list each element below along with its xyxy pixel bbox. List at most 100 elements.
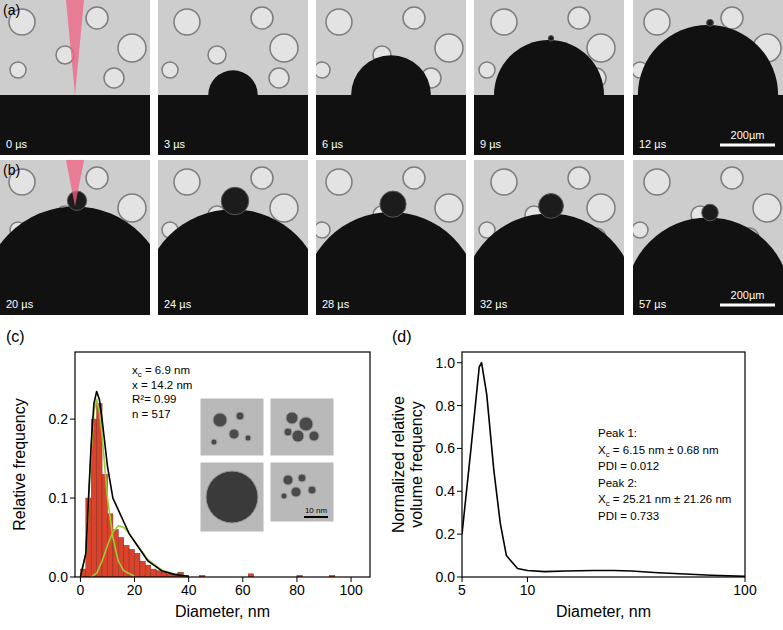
gas-bubble bbox=[587, 194, 615, 222]
y-axis-label: volume frequency bbox=[408, 401, 425, 527]
y-tick bbox=[70, 577, 75, 578]
nanoparticle bbox=[299, 417, 313, 431]
x-tick-label: 0 bbox=[77, 582, 85, 598]
gas-bubble bbox=[174, 169, 200, 195]
x-tick-label: 20 bbox=[127, 582, 143, 598]
time-label: 57 µs bbox=[639, 298, 667, 310]
tem-background bbox=[200, 462, 264, 532]
gas-bubble bbox=[568, 167, 590, 189]
frame bbox=[316, 160, 466, 315]
jet-bulge bbox=[548, 36, 554, 42]
annotation-text: = 6.9 nm bbox=[142, 364, 190, 376]
cavitation-bubble bbox=[158, 209, 308, 315]
annotation: xc = 6.9 nm bbox=[132, 364, 190, 379]
histogram-bar bbox=[118, 538, 123, 577]
gas-bubble bbox=[721, 167, 743, 189]
time-label: 3 µs bbox=[164, 138, 186, 150]
annotation: n = 517 bbox=[132, 408, 171, 420]
time-label: 0 µs bbox=[6, 138, 28, 150]
scale-bar-label: 200µm bbox=[731, 289, 765, 301]
gas-bubble bbox=[435, 194, 463, 222]
gas-bubble bbox=[251, 7, 273, 29]
tem-inset bbox=[200, 398, 264, 456]
time-label: 32 µs bbox=[480, 298, 508, 310]
jet-bulge bbox=[539, 194, 564, 219]
gas-bubble bbox=[269, 68, 289, 88]
time-label: 9 µs bbox=[480, 138, 502, 150]
tem-background bbox=[200, 398, 264, 456]
gas-bubble bbox=[316, 222, 330, 238]
gas-bubble bbox=[208, 46, 226, 64]
frame-background bbox=[474, 0, 624, 155]
annotation: Xc = 25.21 nm ± 21.26 nm bbox=[598, 493, 731, 508]
image-row: 0 µs3 µs6 µs9 µs12 µs200µm(a) bbox=[0, 0, 783, 165]
y-tick-label: 0.8 bbox=[436, 398, 456, 414]
x-axis-label: Diameter, nm bbox=[556, 603, 651, 620]
gas-bubble bbox=[326, 169, 352, 195]
frame bbox=[474, 160, 624, 315]
frame bbox=[474, 0, 624, 155]
nanoparticle bbox=[206, 471, 258, 523]
plot-frame bbox=[75, 352, 370, 577]
frame-background bbox=[316, 0, 466, 155]
annotation-text: R²= 0.99 bbox=[132, 393, 176, 405]
jet-bulge bbox=[707, 19, 714, 26]
inset-scale-label: 10 nm bbox=[305, 506, 328, 515]
gas-bubble bbox=[270, 34, 298, 62]
histogram-bar bbox=[162, 572, 167, 577]
cavitation-bubble bbox=[208, 70, 258, 120]
time-label: 6 µs bbox=[322, 138, 344, 150]
x-axis-label: Diameter, nm bbox=[175, 603, 270, 620]
gas-bubble bbox=[162, 62, 178, 78]
panel-label: (c) bbox=[6, 328, 25, 345]
scale-bar bbox=[720, 144, 775, 147]
histogram-bar bbox=[135, 553, 140, 577]
nanoparticle bbox=[283, 475, 293, 485]
frame-background bbox=[0, 0, 150, 155]
annotation: PDI = 0.012 bbox=[598, 460, 659, 472]
annotation-text: = 6.15 nm ± 0.68 nm bbox=[610, 444, 719, 456]
x-tick-label: 10 bbox=[520, 582, 536, 598]
tem-inset bbox=[200, 462, 264, 532]
nanoparticle bbox=[308, 486, 316, 494]
cavitation-bubble bbox=[0, 207, 150, 316]
jet-bulge bbox=[380, 191, 406, 217]
frame bbox=[633, 160, 783, 315]
y-tick bbox=[457, 362, 462, 363]
cavitation-bubble bbox=[494, 40, 604, 150]
histogram-bar bbox=[140, 561, 145, 577]
gas-bubble bbox=[86, 7, 108, 29]
histogram-bar bbox=[145, 565, 150, 577]
annotation: Xc = 6.15 nm ± 0.68 nm bbox=[598, 444, 719, 459]
x-tick-label: 100 bbox=[339, 582, 363, 598]
tem-background bbox=[270, 398, 334, 456]
gas-bubble bbox=[479, 62, 495, 78]
gas-bubble bbox=[86, 167, 108, 189]
annotation-text: Peak 1: bbox=[598, 427, 637, 439]
gas-bubble bbox=[587, 34, 615, 62]
gas-bubble bbox=[491, 9, 517, 35]
gas-bubble bbox=[316, 62, 330, 78]
tem-inset: 10 nm bbox=[270, 462, 334, 522]
plot-area bbox=[462, 363, 745, 577]
laser-beam bbox=[66, 160, 84, 207]
gas-bubble bbox=[104, 68, 124, 88]
gas-bubble bbox=[403, 167, 425, 189]
figure: 0 µs3 µs6 µs9 µs12 µs200µm(a)20 µs24 µs2… bbox=[0, 0, 783, 630]
y-tick bbox=[457, 534, 462, 535]
inset-scale-bar bbox=[304, 516, 328, 518]
nanoparticle bbox=[286, 412, 298, 424]
cavitation-bubble bbox=[316, 212, 466, 315]
frame-background bbox=[158, 0, 308, 155]
scale-bar-label: 200µm bbox=[731, 129, 765, 141]
x-tick-label: 5 bbox=[458, 582, 466, 598]
gas-bubble bbox=[721, 7, 743, 29]
tem-inset bbox=[270, 398, 334, 456]
annotation: x = 14.2 nm bbox=[132, 379, 192, 391]
annotation-text: = 25.21 nm ± 21.26 nm bbox=[610, 493, 732, 505]
data-line bbox=[462, 363, 745, 577]
y-tick bbox=[457, 448, 462, 449]
data-line bbox=[80, 391, 188, 577]
histogram-bar bbox=[151, 569, 156, 577]
nanoparticle bbox=[298, 474, 306, 482]
